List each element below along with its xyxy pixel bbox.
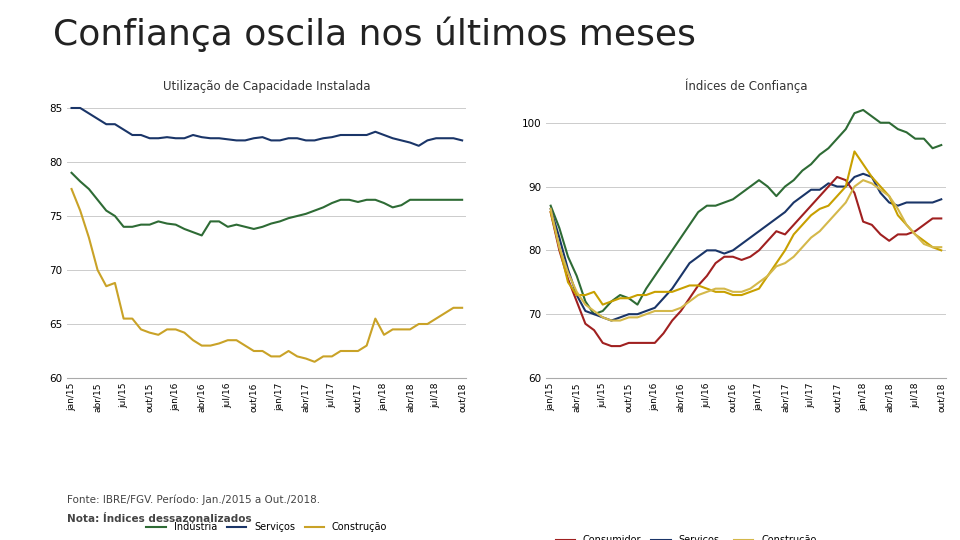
Legend: Consumidor, Indústria, Serviços, Comércio, Construção: Consumidor, Indústria, Serviços, Comérci… (552, 531, 821, 540)
Title: Utilização de Capacidade Instalada: Utilização de Capacidade Instalada (163, 80, 371, 93)
Title: Índices de Confiança: Índices de Confiança (684, 79, 807, 93)
Text: Confiança oscila nos últimos meses: Confiança oscila nos últimos meses (53, 16, 696, 52)
Text: Fonte: IBRE/FGV. Período: Jan./2015 a Out./2018.: Fonte: IBRE/FGV. Período: Jan./2015 a Ou… (67, 494, 321, 504)
Legend: Indústria, Serviços, Construção: Indústria, Serviços, Construção (143, 518, 391, 536)
Text: Nota: Índices dessazonalizados: Nota: Índices dessazonalizados (67, 514, 252, 524)
